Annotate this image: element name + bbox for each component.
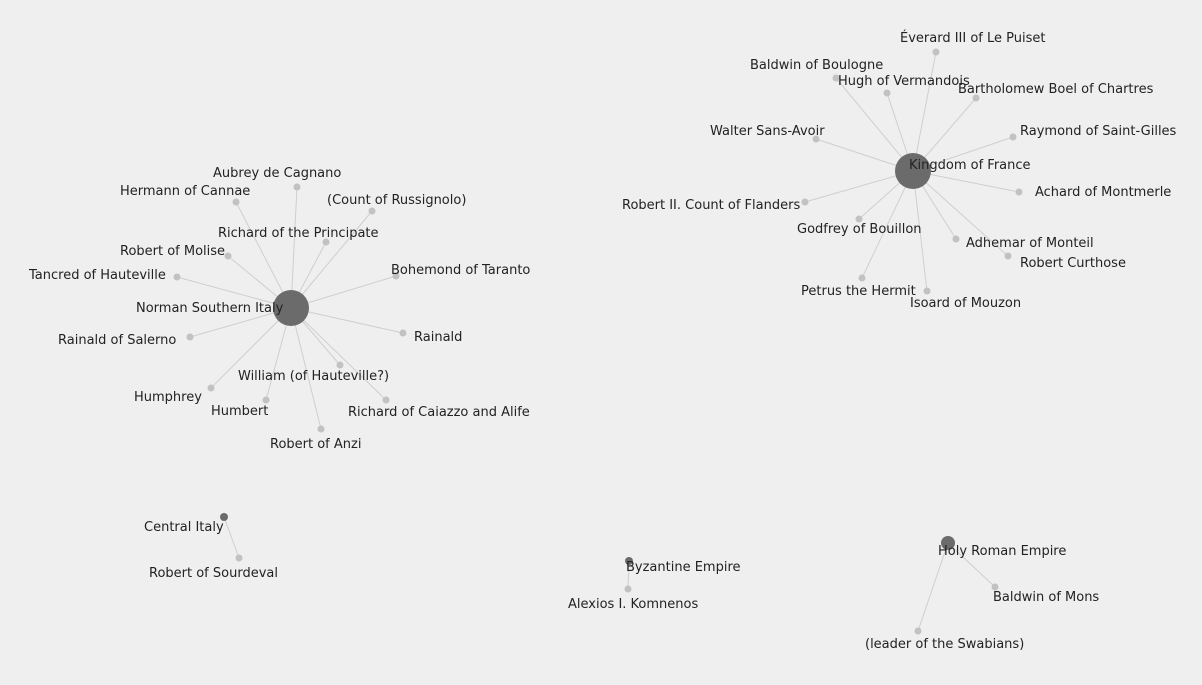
node-bohemond-of-taranto[interactable] (392, 272, 400, 280)
node-isoard-of-mouzon[interactable] (923, 287, 931, 295)
node-label-robert-of-sourdeval: Robert of Sourdeval (149, 566, 278, 581)
edge-kingdom-of-france-achard-of-montmerle (912, 170, 1020, 193)
node-achard-of-montmerle[interactable] (1015, 188, 1023, 196)
hub-label-central-italy: Central Italy (144, 520, 224, 535)
node-label-tancred-of-hauteville: Tancred of Hauteville (28, 268, 166, 283)
edge-byzantine-empire-alexios-i-komnenos (627, 560, 630, 590)
node-richard-of-the-principate[interactable] (322, 238, 330, 246)
node-robert-of-molise[interactable] (224, 252, 232, 260)
node-label-richard-of-the-principate: Richard of the Principate (218, 226, 379, 241)
edge-norman-southern-italy-tancred-of-hauteville (176, 276, 292, 309)
node-tancred-of-hauteville[interactable] (173, 273, 181, 281)
edge-kingdom-of-france-isoard-of-mouzon (912, 170, 928, 292)
edge-kingdom-of-france-robert-curthose (912, 170, 1009, 257)
node-rainald[interactable] (399, 329, 407, 337)
hub-node-central-italy[interactable] (220, 513, 228, 521)
node-godfrey-of-bouillon[interactable] (855, 215, 863, 223)
node-baldwin-of-boulogne[interactable] (832, 74, 840, 82)
node-aubrey-de-cagnano[interactable] (293, 183, 301, 191)
node-raymond-of-saint-gilles[interactable] (1009, 133, 1017, 141)
node-hugh-of-vermandois[interactable] (883, 89, 891, 97)
hub-node-holy-roman-empire[interactable] (941, 536, 955, 550)
node-label-humbert: Humbert (211, 404, 268, 419)
node-label-leader-of-the-swabians: (leader of the Swabians) (865, 637, 1024, 652)
node-robert-curthose[interactable] (1004, 252, 1012, 260)
node-humbert[interactable] (262, 396, 270, 404)
node-label-raymond-of-saint-gilles: Raymond of Saint-Gilles (1020, 124, 1177, 139)
node-label-robert-curthose: Robert Curthose (1020, 256, 1126, 271)
hub-node-norman-southern-italy[interactable] (273, 290, 309, 326)
node-rainald-of-salerno[interactable] (186, 333, 194, 341)
edge-central-italy-robert-of-sourdeval (223, 516, 240, 559)
edge-norman-southern-italy-richard-of-caiazzo-and-alife (290, 307, 387, 401)
node-walter-sans-avoir[interactable] (812, 135, 820, 143)
node-label-walter-sans-avoir: Walter Sans-Avoir (710, 124, 825, 139)
edge-kingdom-of-france-robert-ii-count-of-flanders (804, 170, 914, 203)
node-label-aubrey-de-cagnano: Aubrey de Cagnano (213, 166, 341, 181)
node-label-robert-of-anzi: Robert of Anzi (270, 437, 361, 452)
node-leader-of-the-swabians[interactable] (914, 627, 922, 635)
edge-layer (176, 51, 1020, 632)
edge-kingdom-of-france-baldwin-of-boulogne (835, 77, 914, 172)
edge-norman-southern-italy-aubrey-de-cagnano (290, 186, 298, 309)
edge-norman-southern-italy-count-of-russignolo (290, 210, 373, 309)
hub-node-kingdom-of-france[interactable] (895, 153, 931, 189)
node-label-richard-of-caiazzo-and-alife: Richard of Caiazzo and Alife (348, 405, 530, 420)
node-label-robert-ii-count-of-flanders: Robert II. Count of Flanders (622, 198, 800, 213)
edge-kingdom-of-france-everard-iii-of-le-puiset (912, 51, 937, 172)
node-petrus-the-hermit[interactable] (858, 274, 866, 282)
edge-norman-southern-italy-robert-of-anzi (290, 307, 322, 430)
node-label-rainald: Rainald (414, 330, 462, 345)
node-robert-of-sourdeval[interactable] (235, 554, 243, 562)
edge-norman-southern-italy-bohemond-of-taranto (290, 275, 397, 309)
edge-norman-southern-italy-humphrey (210, 307, 292, 389)
node-william-of-hauteville[interactable] (336, 361, 344, 369)
hub-node-byzantine-empire[interactable] (625, 557, 633, 565)
node-bartholomew-boel-of-chartres[interactable] (972, 94, 980, 102)
edge-norman-southern-italy-rainald (290, 307, 404, 334)
node-layer (173, 48, 1023, 635)
node-alexios-i-komnenos[interactable] (624, 585, 632, 593)
node-label-rainald-of-salerno: Rainald of Salerno (58, 333, 176, 348)
node-label-hugh-of-vermandois: Hugh of Vermandois (838, 74, 970, 89)
node-label-baldwin-of-mons: Baldwin of Mons (993, 590, 1099, 605)
node-label-count-of-russignolo: (Count of Russignolo) (327, 193, 466, 208)
node-hermann-of-cannae[interactable] (232, 198, 240, 206)
node-label-william-of-hauteville: William (of Hauteville?) (238, 369, 389, 384)
node-label-everard-iii-of-le-puiset: Éverard III of Le Puiset (900, 30, 1046, 46)
edge-holy-roman-empire-baldwin-of-mons (947, 542, 996, 588)
edge-kingdom-of-france-petrus-the-hermit (861, 170, 914, 279)
hub-label-norman-southern-italy: Norman Southern Italy (136, 301, 284, 316)
node-richard-of-caiazzo-and-alife[interactable] (382, 396, 390, 404)
node-robert-of-anzi[interactable] (317, 425, 325, 433)
node-label-godfrey-of-bouillon: Godfrey of Bouillon (797, 222, 922, 237)
node-label-humphrey: Humphrey (134, 390, 202, 405)
node-everard-iii-of-le-puiset[interactable] (932, 48, 940, 56)
node-label-petrus-the-hermit: Petrus the Hermit (801, 284, 916, 299)
node-label-hermann-of-cannae: Hermann of Cannae (120, 184, 250, 199)
edge-holy-roman-empire-leader-of-the-swabians (917, 542, 949, 632)
node-label-achard-of-montmerle: Achard of Montmerle (1035, 185, 1171, 200)
edge-norman-southern-italy-hermann-of-cannae (235, 201, 292, 309)
node-adhemar-of-monteil[interactable] (952, 235, 960, 243)
node-label-isoard-of-mouzon: Isoard of Mouzon (910, 296, 1021, 311)
node-label-baldwin-of-boulogne: Baldwin of Boulogne (750, 58, 883, 73)
label-layer: Aubrey de Cagnano Hermann of Cannae (Count… (28, 30, 1177, 652)
node-label-robert-of-molise: Robert of Molise (120, 244, 225, 259)
node-label-alexios-i-komnenos: Alexios I. Komnenos (568, 597, 698, 612)
hub-label-holy-roman-empire: Holy Roman Empire (938, 544, 1066, 559)
node-count-of-russignolo[interactable] (368, 207, 376, 215)
node-baldwin-of-mons[interactable] (991, 583, 999, 591)
node-label-bartholomew-boel-of-chartres: Bartholomew Boel of Chartres (958, 82, 1154, 97)
hub-label-byzantine-empire: Byzantine Empire (626, 560, 741, 575)
hub-label-kingdom-of-france: Kingdom of France (909, 158, 1031, 173)
node-humphrey[interactable] (207, 384, 215, 392)
node-robert-ii-count-of-flanders[interactable] (801, 198, 809, 206)
node-label-bohemond-of-taranto: Bohemond of Taranto (391, 263, 530, 278)
node-label-adhemar-of-monteil: Adhemar of Monteil (966, 236, 1094, 251)
